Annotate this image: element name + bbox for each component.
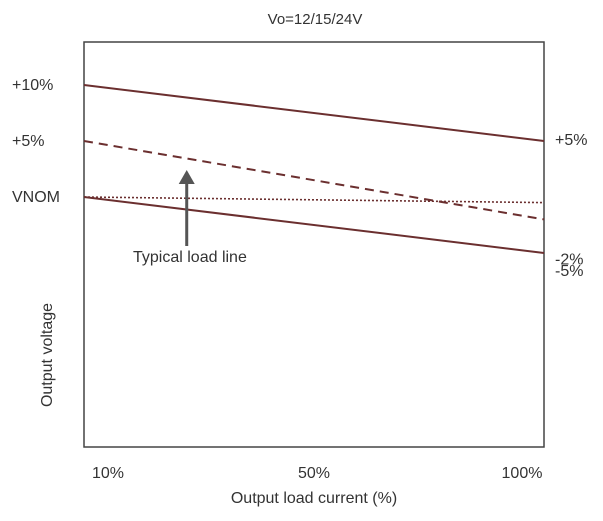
left-tick-label: VNOM <box>12 189 60 206</box>
left-tick-label: +5% <box>12 133 44 150</box>
annotation-arrowhead <box>178 170 195 184</box>
right-tick-labels: +5% -2%-5% <box>555 132 587 280</box>
x-tick-label: 50% <box>298 465 330 482</box>
annotation-layer: Typical load line <box>133 170 247 266</box>
chart-title: Vo=12/15/24V <box>268 11 363 28</box>
left-tick-label: +10% <box>12 77 53 94</box>
y-axis-label: Output voltage <box>39 303 56 407</box>
right-tick-label: +5% <box>555 132 587 149</box>
x-axis-label: Output load current (%) <box>231 490 397 507</box>
series-line-3-dotted <box>83 196 545 204</box>
plot-frame <box>83 41 545 448</box>
right-tick-label: -2% <box>555 251 583 268</box>
x-tick-label: 10% <box>92 465 124 482</box>
left-tick-labels: +10% +5% VNOM <box>12 77 60 206</box>
annotation-label: Typical load line <box>133 249 247 266</box>
x-tick-label: 100% <box>502 465 543 482</box>
series-line-4-solid <box>83 196 545 254</box>
right-tick-label: -5% <box>555 263 583 280</box>
series-layer <box>83 84 545 254</box>
series-line-1-solid <box>83 84 545 142</box>
x-tick-labels: 10% 50% 100% <box>92 465 542 482</box>
series-line-2-dashed <box>83 140 545 221</box>
